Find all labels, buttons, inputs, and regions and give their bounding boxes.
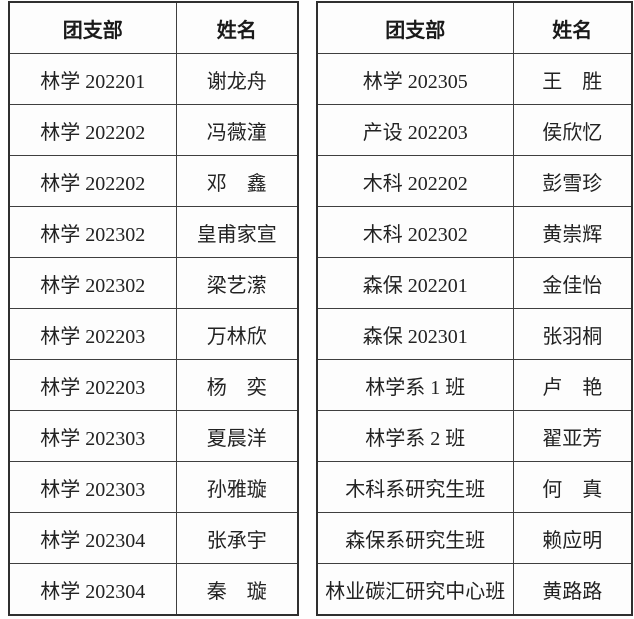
branch-cell: 产设 202203 (316, 104, 514, 156)
branch-cell: 林业碳汇研究中心班 (316, 563, 514, 616)
name-cell: 皇甫家宣 (175, 206, 299, 258)
branch-cell: 森保 202301 (316, 308, 514, 360)
table-row: 木科 202202 彭雪珍 (316, 155, 633, 207)
branch-cell: 林学 202304 (8, 512, 177, 564)
column-header-name: 姓名 (175, 1, 299, 54)
column-header-branch: 团支部 (316, 1, 514, 54)
name-cell: 黄路路 (512, 563, 633, 616)
branch-cell: 林学 202202 (8, 104, 177, 156)
table-row: 林学 202201 谢龙舟 (8, 53, 299, 105)
table-row: 森保系研究生班 赖应明 (316, 512, 633, 564)
branch-cell: 林学 202202 (8, 155, 177, 207)
name-cell: 卢 艳 (512, 359, 633, 411)
branch-cell: 林学系 1 班 (316, 359, 514, 411)
name-cell: 侯欣忆 (512, 104, 633, 156)
roster-table-left: 团支部 姓名 林学 202201 谢龙舟 林学 202202 冯薇潼 林学 20… (8, 1, 299, 616)
branch-cell: 木科 202202 (316, 155, 514, 207)
table-row: 林学 202303 夏晨洋 (8, 410, 299, 462)
table-row: 木科 202302 黄崇辉 (316, 206, 633, 258)
table-row: 森保 202301 张羽桐 (316, 308, 633, 360)
table-row: 林学 202202 冯薇潼 (8, 104, 299, 156)
name-cell: 邓 鑫 (175, 155, 299, 207)
name-cell: 何 真 (512, 461, 633, 513)
name-cell: 赖应明 (512, 512, 633, 564)
roster-table-right: 团支部 姓名 林学 202305 王 胜 产设 202203 侯欣忆 木科 20… (316, 1, 633, 616)
column-header-name: 姓名 (512, 1, 633, 54)
table-row: 森保 202201 金佳怡 (316, 257, 633, 309)
name-cell: 张羽桐 (512, 308, 633, 360)
branch-cell: 木科 202302 (316, 206, 514, 258)
table-row: 林学系 2 班 翟亚芳 (316, 410, 633, 462)
table-row: 林学 202302 梁艺潆 (8, 257, 299, 309)
name-cell: 孙雅璇 (175, 461, 299, 513)
table-row: 林学 202304 张承宇 (8, 512, 299, 564)
branch-cell: 林学 202201 (8, 53, 177, 105)
branch-cell: 森保系研究生班 (316, 512, 514, 564)
table-row: 林学 202203 万林欣 (8, 308, 299, 360)
branch-cell: 森保 202201 (316, 257, 514, 309)
branch-cell: 林学系 2 班 (316, 410, 514, 462)
name-cell: 梁艺潆 (175, 257, 299, 309)
branch-cell: 林学 202302 (8, 257, 177, 309)
branch-cell: 林学 202203 (8, 308, 177, 360)
table-row: 林学 202303 孙雅璇 (8, 461, 299, 513)
name-cell: 翟亚芳 (512, 410, 633, 462)
name-cell: 王 胜 (512, 53, 633, 105)
branch-cell: 林学 202303 (8, 410, 177, 462)
table-row: 产设 202203 侯欣忆 (316, 104, 633, 156)
table-row: 林业碳汇研究中心班 黄路路 (316, 563, 633, 616)
table-row: 林学 202304 秦 璇 (8, 563, 299, 616)
table-row: 木科系研究生班 何 真 (316, 461, 633, 513)
table-row: 林学 202203 杨 奕 (8, 359, 299, 411)
column-header-branch: 团支部 (8, 1, 177, 54)
name-cell: 秦 璇 (175, 563, 299, 616)
branch-cell: 林学 202303 (8, 461, 177, 513)
table-row: 林学 202305 王 胜 (316, 53, 633, 105)
name-cell: 张承宇 (175, 512, 299, 564)
header-row: 团支部 姓名 (8, 1, 299, 54)
name-cell: 谢龙舟 (175, 53, 299, 105)
header-row: 团支部 姓名 (316, 1, 633, 54)
branch-cell: 林学 202302 (8, 206, 177, 258)
branch-cell: 木科系研究生班 (316, 461, 514, 513)
name-cell: 金佳怡 (512, 257, 633, 309)
branch-cell: 林学 202203 (8, 359, 177, 411)
table-row: 林学 202202 邓 鑫 (8, 155, 299, 207)
table-row: 林学 202302 皇甫家宣 (8, 206, 299, 258)
name-cell: 冯薇潼 (175, 104, 299, 156)
name-cell: 黄崇辉 (512, 206, 633, 258)
name-cell: 彭雪珍 (512, 155, 633, 207)
name-cell: 万林欣 (175, 308, 299, 360)
name-cell: 杨 奕 (175, 359, 299, 411)
name-cell: 夏晨洋 (175, 410, 299, 462)
branch-cell: 林学 202305 (316, 53, 514, 105)
branch-cell: 林学 202304 (8, 563, 177, 616)
table-row: 林学系 1 班 卢 艳 (316, 359, 633, 411)
